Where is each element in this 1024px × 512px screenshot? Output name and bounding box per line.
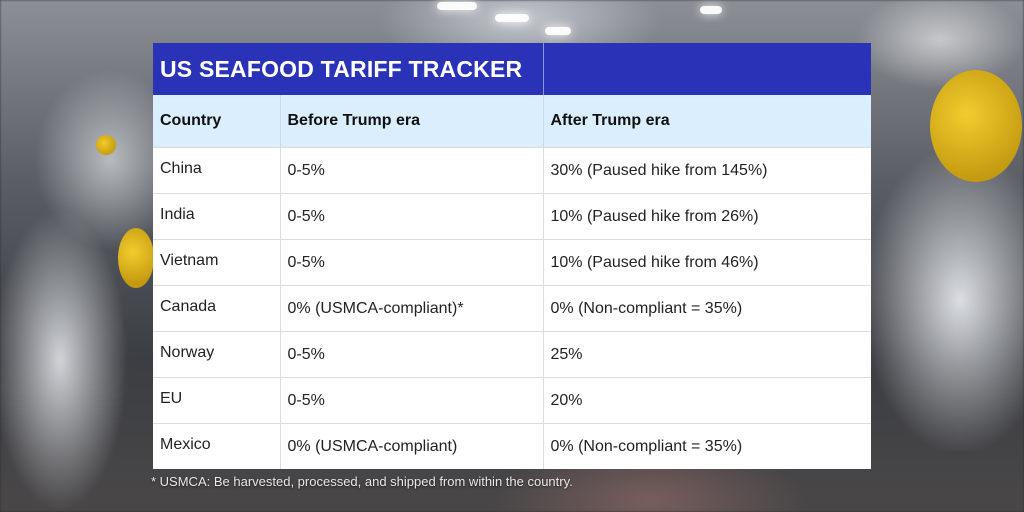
title-row: US SEAFOOD TARIFF TRACKER: [153, 43, 871, 95]
country-cell: Canada: [153, 285, 281, 332]
after-cell: 30% (Paused hike from 145%): [543, 147, 871, 194]
table-row: EU 0-5% 20%: [153, 377, 871, 424]
header-row: Country Before Trump era After Trump era: [153, 95, 871, 148]
column-header-after: After Trump era: [543, 95, 871, 148]
before-cell: 0% (USMCA-compliant): [280, 423, 544, 469]
column-header-country: Country: [153, 95, 281, 148]
ceiling-light: [495, 14, 529, 22]
before-cell: 0-5%: [280, 239, 544, 286]
table-row: China 0-5% 30% (Paused hike from 145%): [153, 147, 871, 194]
before-cell: 0-5%: [280, 193, 544, 240]
country-cell: India: [153, 193, 281, 240]
after-cell: 10% (Paused hike from 26%): [543, 193, 871, 240]
country-cell: Vietnam: [153, 239, 281, 286]
country-cell: China: [153, 147, 281, 194]
before-cell: 0% (USMCA-compliant)*: [280, 285, 544, 332]
table-row: Vietnam 0-5% 10% (Paused hike from 46%): [153, 239, 871, 286]
after-cell: 25%: [543, 331, 871, 378]
after-cell: 0% (Non-compliant = 35%): [543, 423, 871, 469]
ceiling-light: [437, 2, 477, 10]
ceiling-light: [545, 27, 571, 35]
title-blank-cell: [543, 43, 871, 95]
ceiling-light: [700, 6, 722, 14]
footnote: * USMCA: Be harvested, processed, and sh…: [151, 474, 573, 489]
tariff-table: US SEAFOOD TARIFF TRACKER Country Before…: [153, 43, 871, 469]
before-cell: 0-5%: [280, 377, 544, 424]
table-row: India 0-5% 10% (Paused hike from 26%): [153, 193, 871, 240]
table-title: US SEAFOOD TARIFF TRACKER: [153, 43, 544, 95]
after-cell: 0% (Non-compliant = 35%): [543, 285, 871, 332]
ear-protector: [118, 228, 154, 288]
country-cell: Norway: [153, 331, 281, 378]
table-row: Canada 0% (USMCA-compliant)* 0% (Non-com…: [153, 285, 871, 332]
table-row: Mexico 0% (USMCA-compliant) 0% (Non-comp…: [153, 423, 871, 469]
after-cell: 10% (Paused hike from 46%): [543, 239, 871, 286]
tariff-table-panel: US SEAFOOD TARIFF TRACKER Country Before…: [153, 43, 871, 469]
after-cell: 20%: [543, 377, 871, 424]
ear-protector: [96, 135, 116, 155]
before-cell: 0-5%: [280, 331, 544, 378]
ear-protector: [930, 70, 1022, 182]
before-cell: 0-5%: [280, 147, 544, 194]
table-row: Norway 0-5% 25%: [153, 331, 871, 378]
country-cell: Mexico: [153, 423, 281, 469]
country-cell: EU: [153, 377, 281, 424]
column-header-before: Before Trump era: [280, 95, 544, 148]
